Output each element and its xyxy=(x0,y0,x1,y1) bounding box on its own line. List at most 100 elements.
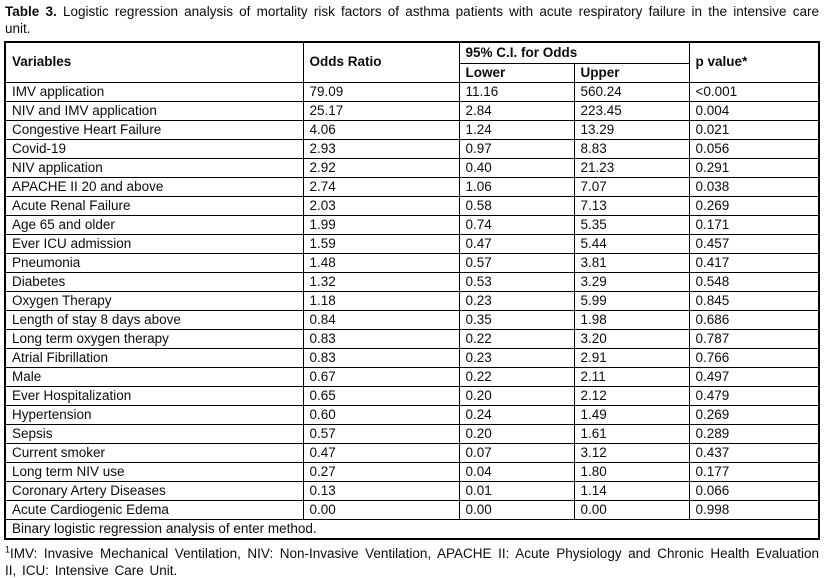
cell-ci-upper: 3.20 xyxy=(573,328,690,349)
cell-ci-upper: 5.44 xyxy=(573,233,690,254)
cell-p-value: 0.787 xyxy=(688,328,820,349)
footer-note: Binary logistic regression analysis of e… xyxy=(4,518,820,539)
cell-variable: NIV application xyxy=(4,157,304,178)
table-row: Long term oxygen therapy 0.83 0.22 3.20 … xyxy=(4,328,820,349)
cell-ci-upper: 2.12 xyxy=(573,385,690,406)
table-footer: Binary logistic regression analysis of e… xyxy=(4,518,820,539)
cell-odds-ratio: 0.00 xyxy=(302,499,460,520)
col-header-variables: Variables xyxy=(4,41,304,83)
cell-p-value: 0.004 xyxy=(688,100,820,121)
table-row: Diabetes 1.32 0.53 3.29 0.548 xyxy=(4,271,820,292)
cell-ci-upper: 1.98 xyxy=(573,309,690,330)
cell-variable: Atrial Fibrillation xyxy=(4,347,304,368)
cell-p-value: 0.998 xyxy=(688,499,820,520)
cell-ci-lower: 0.57 xyxy=(458,252,575,273)
cell-ci-upper: 5.99 xyxy=(573,290,690,311)
cell-odds-ratio: 0.84 xyxy=(302,309,460,330)
cell-odds-ratio: 4.06 xyxy=(302,119,460,140)
cell-ci-lower: 1.06 xyxy=(458,176,575,197)
col-header-p-value: p value* xyxy=(688,41,820,83)
cell-variable: Sepsis xyxy=(4,423,304,444)
cell-ci-lower: 0.22 xyxy=(458,366,575,387)
cell-ci-lower: 0.23 xyxy=(458,290,575,311)
cell-p-value: 0.269 xyxy=(688,195,820,216)
cell-ci-upper: 223.45 xyxy=(573,100,690,121)
table-row: Male 0.67 0.22 2.11 0.497 xyxy=(4,366,820,387)
cell-p-value: 0.289 xyxy=(688,423,820,444)
cell-variable: NIV and IMV application xyxy=(4,100,304,121)
footer-row: Binary logistic regression analysis of e… xyxy=(4,518,820,539)
cell-odds-ratio: 0.65 xyxy=(302,385,460,406)
cell-ci-upper: 2.11 xyxy=(573,366,690,387)
table-row: Ever Hospitalization 0.65 0.20 2.12 0.47… xyxy=(4,385,820,406)
cell-ci-lower: 0.20 xyxy=(458,385,575,406)
cell-variable: Length of stay 8 days above xyxy=(4,309,304,330)
cell-odds-ratio: 25.17 xyxy=(302,100,460,121)
cell-odds-ratio: 0.13 xyxy=(302,480,460,501)
cell-odds-ratio: 0.47 xyxy=(302,442,460,463)
cell-variable: Congestive Heart Failure xyxy=(4,119,304,140)
cell-odds-ratio: 2.03 xyxy=(302,195,460,216)
cell-ci-lower: 0.07 xyxy=(458,442,575,463)
cell-variable: Covid-19 xyxy=(4,138,304,159)
cell-ci-lower: 0.58 xyxy=(458,195,575,216)
table-row: Oxygen Therapy 1.18 0.23 5.99 0.845 xyxy=(4,290,820,311)
cell-odds-ratio: 79.09 xyxy=(302,81,460,102)
table-header: Variables Odds Ratio 95% C.I. for Odds p… xyxy=(4,41,820,83)
cell-ci-lower: 0.01 xyxy=(458,480,575,501)
cell-ci-upper: 3.81 xyxy=(573,252,690,273)
table-row: Age 65 and older 1.99 0.74 5.35 0.171 xyxy=(4,214,820,235)
table-row: IMV application 79.09 11.16 560.24 <0.00… xyxy=(4,81,820,102)
cell-variable: Long term NIV use xyxy=(4,461,304,482)
table-row: Pneumonia 1.48 0.57 3.81 0.417 xyxy=(4,252,820,273)
col-header-odds-ratio: Odds Ratio xyxy=(302,41,460,83)
table-row: Ever ICU admission 1.59 0.47 5.44 0.457 xyxy=(4,233,820,254)
cell-odds-ratio: 1.99 xyxy=(302,214,460,235)
cell-ci-lower: 1.24 xyxy=(458,119,575,140)
cell-variable: Acute Renal Failure xyxy=(4,195,304,216)
cell-ci-lower: 0.00 xyxy=(458,499,575,520)
cell-ci-upper: 1.49 xyxy=(573,404,690,425)
footnote-superscript: 1 xyxy=(5,544,11,554)
table-caption-label: Table 3. xyxy=(5,4,57,19)
cell-ci-upper: 1.61 xyxy=(573,423,690,444)
cell-variable: Diabetes xyxy=(4,271,304,292)
cell-odds-ratio: 1.59 xyxy=(302,233,460,254)
table-row: Long term NIV use 0.27 0.04 1.80 0.177 xyxy=(4,461,820,482)
cell-odds-ratio: 0.27 xyxy=(302,461,460,482)
cell-p-value: 0.177 xyxy=(688,461,820,482)
table-row: Covid-19 2.93 0.97 8.83 0.056 xyxy=(4,138,820,159)
cell-variable: Male xyxy=(4,366,304,387)
cell-variable: Acute Cardiogenic Edema xyxy=(4,499,304,520)
table-caption: Table 3. Logistic regression analysis of… xyxy=(5,4,819,37)
table-row: Coronary Artery Diseases 0.13 0.01 1.14 … xyxy=(4,480,820,501)
cell-p-value: 0.417 xyxy=(688,252,820,273)
col-header-ci-upper: Upper xyxy=(573,62,690,83)
cell-ci-lower: 0.74 xyxy=(458,214,575,235)
cell-variable: Ever Hospitalization xyxy=(4,385,304,406)
cell-odds-ratio: 1.18 xyxy=(302,290,460,311)
cell-odds-ratio: 0.83 xyxy=(302,328,460,349)
cell-p-value: 0.269 xyxy=(688,404,820,425)
cell-odds-ratio: 1.48 xyxy=(302,252,460,273)
footnote-text: IMV: Invasive Mechanical Ventilation, NI… xyxy=(5,545,819,578)
cell-ci-lower: 2.84 xyxy=(458,100,575,121)
cell-ci-upper: 21.23 xyxy=(573,157,690,178)
cell-ci-upper: 2.91 xyxy=(573,347,690,368)
cell-variable: Long term oxygen therapy xyxy=(4,328,304,349)
footnote: 1IMV: Invasive Mechanical Ventilation, N… xyxy=(5,545,819,578)
table-row: NIV application 2.92 0.40 21.23 0.291 xyxy=(4,157,820,178)
table-row: Sepsis 0.57 0.20 1.61 0.289 xyxy=(4,423,820,444)
cell-ci-lower: 11.16 xyxy=(458,81,575,102)
cell-odds-ratio: 0.67 xyxy=(302,366,460,387)
cell-odds-ratio: 2.92 xyxy=(302,157,460,178)
cell-variable: Ever ICU admission xyxy=(4,233,304,254)
cell-odds-ratio: 2.74 xyxy=(302,176,460,197)
table-row: APACHE II 20 and above 2.74 1.06 7.07 0.… xyxy=(4,176,820,197)
cell-odds-ratio: 0.60 xyxy=(302,404,460,425)
cell-variable: Coronary Artery Diseases xyxy=(4,480,304,501)
cell-p-value: 0.548 xyxy=(688,271,820,292)
cell-ci-upper: 1.80 xyxy=(573,461,690,482)
cell-odds-ratio: 0.83 xyxy=(302,347,460,368)
